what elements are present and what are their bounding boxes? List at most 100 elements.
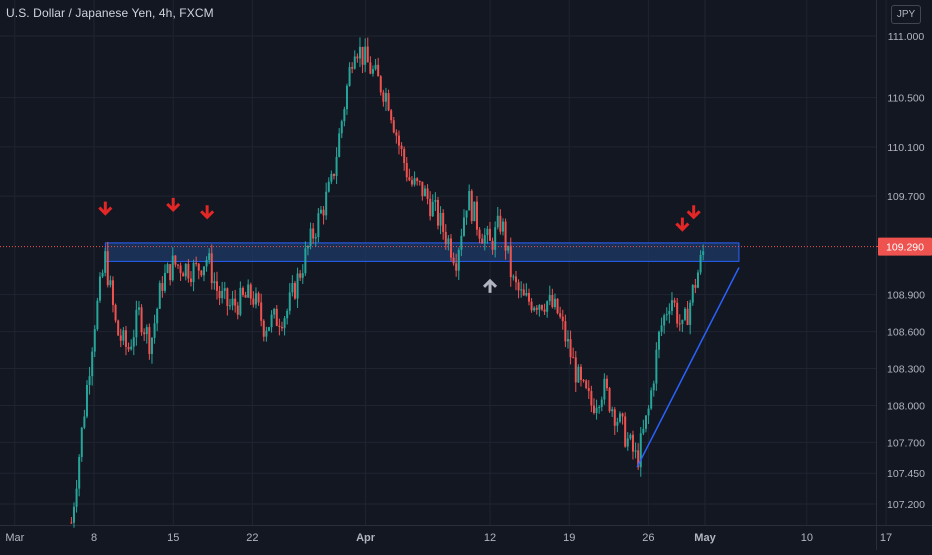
candle-body [439,212,442,226]
candle-body [631,434,634,452]
candle-body [249,284,252,299]
candle-body [652,383,655,391]
candle-body [312,228,315,239]
candle-body [572,357,575,359]
candle-body [696,272,699,288]
candle-body [382,92,385,102]
candle-body [88,376,91,385]
candle-body [582,379,585,381]
candle-body [283,318,286,329]
candle-body [611,409,614,412]
candle-body [699,255,702,273]
y-tick-label: 111.000 [888,31,925,43]
candle-body [639,433,642,468]
arrow-head [166,202,181,213]
candle-body [145,327,148,335]
candle-body [673,300,676,303]
candle-body [613,409,616,426]
arrow-head [482,278,498,288]
candle-body [527,293,530,302]
down-arrow-icon [675,217,690,232]
resistance-zone [104,242,740,262]
candle-body [322,209,325,216]
candle-body [197,263,200,271]
candle-body [93,329,96,352]
candle-body [533,307,536,311]
candle-body [426,188,429,199]
candle-body [369,62,372,74]
candle-body [481,238,484,244]
candle-body [535,307,538,310]
candle-body [132,337,135,347]
candle-body [202,266,205,276]
candle-body [252,298,255,305]
candle-body [397,135,400,146]
candle-body [465,210,468,218]
candle-body [231,298,234,306]
candle-body [106,251,109,286]
candle-body [514,276,517,283]
y-tick-label: 110.500 [887,93,924,105]
candle-body [296,273,299,299]
candle-body [488,228,491,241]
candle-body [75,488,78,507]
candle-body [286,310,289,319]
candle-body [374,64,377,70]
candle-body [678,323,681,325]
y-tick-label: 109.700 [887,191,925,203]
candle-body [681,319,684,324]
candle-body [475,201,478,230]
y-tick-label: 108.600 [887,327,925,339]
candle-body [291,283,294,293]
x-tick-label: 22 [246,532,258,544]
candle-body [265,330,268,337]
candle-body [72,506,75,523]
candle-body [275,308,278,326]
candle-body [314,237,317,239]
candle-body [371,69,374,74]
candle-body [520,289,523,291]
candle-body [111,280,114,305]
x-tick-label: 10 [801,532,813,544]
candle-body [434,199,437,202]
candle-body [431,201,434,217]
candle-body [496,215,499,228]
candle-body [239,287,242,315]
candle-body [150,337,153,354]
x-tick-label: May [694,532,716,544]
candle-body [340,121,343,134]
x-tick-label: 26 [642,532,654,544]
candle-body [364,46,367,65]
candle-body [444,231,447,245]
candle-body [101,272,104,277]
candle-body [663,315,666,326]
currency-badge[interactable]: JPY [891,5,921,24]
candle-body [429,198,432,217]
candle-body [293,283,296,299]
candle-body [304,248,307,274]
candle-body [702,251,705,256]
candle-body [413,178,416,185]
candle-body [462,217,465,236]
candle-body [585,380,588,389]
candle-body [577,366,580,383]
candle-body [330,173,333,182]
candle-body [325,191,328,216]
candle-body [273,308,276,315]
candle-body [442,212,445,232]
candle-body [189,278,192,282]
candle-body [161,283,164,291]
y-tick-label: 108.900 [887,290,925,302]
candle-body [395,132,398,136]
candle-body [83,416,86,428]
candle-body [343,109,346,122]
candle-body [317,213,320,238]
candle-body [143,332,146,335]
candle-body [174,255,177,265]
candle-body [223,288,226,291]
candle-body [195,262,198,264]
candle-body [244,294,247,298]
candle-body [449,238,452,258]
